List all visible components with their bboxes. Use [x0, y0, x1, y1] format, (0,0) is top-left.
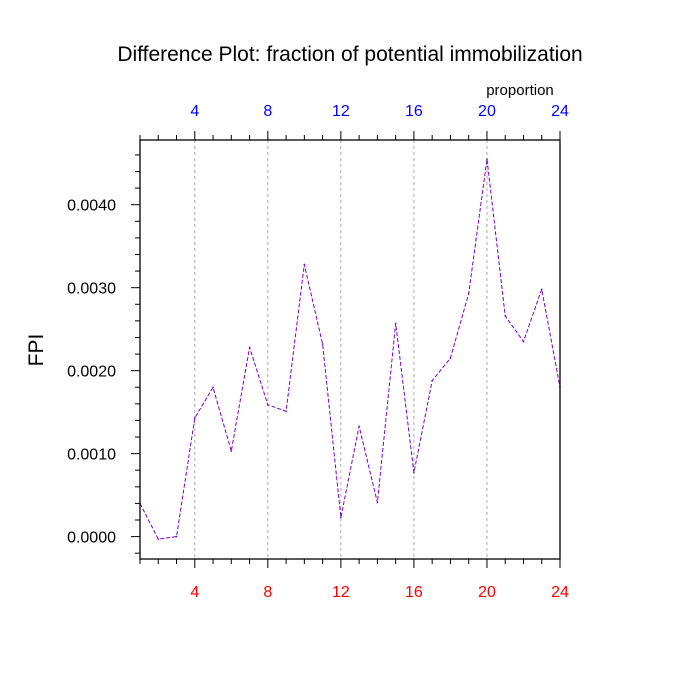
x-tick-label-top: 4 [190, 103, 199, 120]
x-tick-label-top: 8 [263, 103, 272, 120]
data-point [394, 322, 397, 325]
data-point [230, 450, 233, 452]
x-tick-label-top: 24 [551, 103, 569, 120]
y-tick-label: 0.0030 [67, 281, 116, 298]
series-line [139, 159, 561, 540]
data-point [486, 158, 488, 160]
y-axis-label: FPI [25, 334, 48, 367]
x-tick-label-bottom: 8 [263, 584, 272, 601]
data-point [175, 535, 178, 538]
x-tick-label-bottom: 16 [405, 584, 423, 601]
x-tick-label-bottom: 20 [478, 584, 496, 601]
data-point [212, 386, 214, 389]
data-point [267, 403, 269, 406]
data-point [193, 417, 196, 419]
ticks: 4 4 8 8 12 12 16 16 20 20 24 24 0.0000 0.0010 0.0020 0.… [67, 103, 569, 601]
x-tick-label-bottom: 24 [551, 584, 569, 601]
grid [194, 140, 488, 559]
y-tick-label: 0.0020 [67, 364, 116, 381]
data-point [358, 425, 360, 428]
x-tick-label-top: 20 [478, 103, 496, 120]
data-point [504, 315, 507, 317]
x-tick-label-top: 12 [332, 103, 350, 120]
plot-frame [139, 139, 561, 560]
data-point [540, 288, 543, 291]
series [139, 158, 561, 540]
x-tick-label-top: 16 [405, 103, 423, 120]
y-tick-label: 0.0000 [67, 530, 116, 547]
data-point [340, 516, 342, 519]
data-point [431, 379, 433, 382]
y-tick-label: 0.0010 [67, 447, 116, 464]
data-point [248, 346, 251, 349]
data-point [303, 263, 306, 266]
data-point [413, 471, 415, 474]
data-point [522, 340, 525, 343]
x-tick-label-bottom: 4 [190, 584, 199, 601]
data-point [285, 410, 287, 413]
data-point [321, 343, 324, 345]
top-axis-label: proportion [486, 82, 554, 99]
x-tick-label-bottom: 12 [332, 584, 350, 601]
data-point [376, 501, 379, 504]
y-tick-label: 0.0040 [67, 198, 116, 215]
data-point [157, 538, 160, 540]
data-point [467, 292, 470, 295]
data-point [449, 357, 452, 360]
chart-title: Difference Plot: fraction of potential i… [117, 43, 582, 66]
